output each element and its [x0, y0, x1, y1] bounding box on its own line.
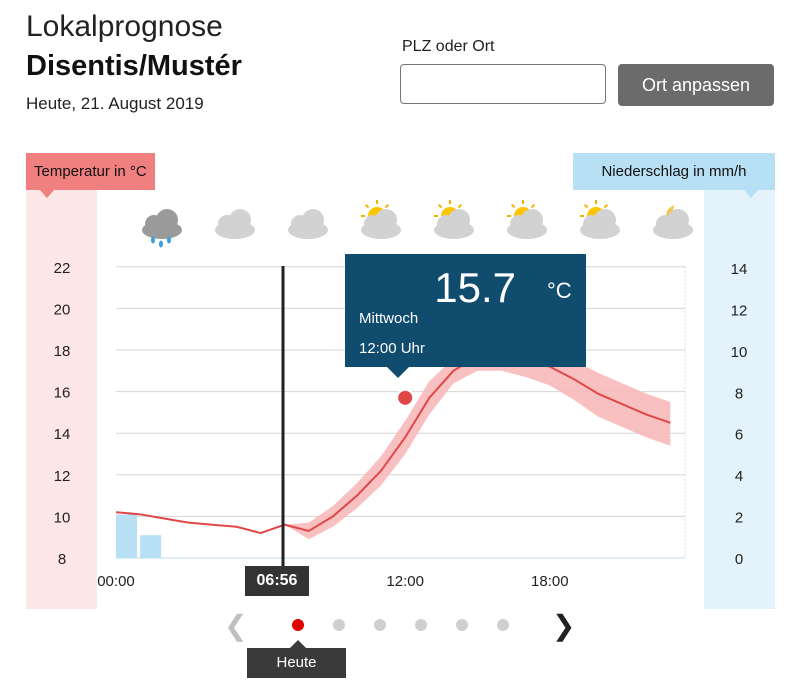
forecast-tooltip: 15.7 °C Mittwoch 12:00 Uhr	[345, 254, 586, 367]
temperature-axis-label: Temperatur in °C	[26, 153, 155, 190]
sun-cloud-icon	[580, 200, 620, 239]
tooltip-pointer	[386, 366, 410, 378]
tooltip-unit: °C	[547, 278, 572, 303]
tooltip-temperature: 15.7	[434, 264, 516, 311]
pager-dot-active[interactable]	[292, 619, 304, 631]
cloud-puff	[156, 209, 178, 231]
location-name: Disentis/Mustér	[26, 50, 242, 82]
precipitation-tick-label: 4	[735, 468, 743, 485]
precipitation-tick-label: 14	[731, 261, 748, 278]
pager-dot[interactable]	[415, 619, 427, 631]
cloud-puff	[375, 209, 397, 231]
cloud-icon	[288, 209, 328, 239]
temperature-tick-label: 10	[54, 509, 71, 526]
forecast-date: Heute, 21. August 2019	[26, 94, 204, 113]
precipitation-axis-label: Niederschlag in mm/h	[573, 153, 775, 190]
pager-dot[interactable]	[497, 619, 509, 631]
change-location-button[interactable]: Ort anpassen	[618, 64, 774, 106]
location-search-input[interactable]	[400, 64, 606, 104]
temperature-tick-label: 20	[54, 301, 71, 318]
cloud-puff	[594, 209, 616, 231]
sun-ray	[603, 203, 609, 209]
sun-ray	[530, 203, 536, 209]
current-time-badge: 06:56	[245, 566, 309, 596]
time-tick-label: 12:00	[386, 573, 424, 590]
precipitation-tick-label: 6	[735, 427, 743, 444]
precipitation-tick-label: 8	[735, 385, 743, 402]
temperature-range-band	[116, 343, 671, 540]
sun-cloud-icon	[507, 200, 547, 239]
precipitation-tick-label: 12	[731, 302, 748, 319]
previous-day-button[interactable]: ❮	[224, 610, 248, 641]
pager-dot[interactable]	[456, 619, 468, 631]
temperature-tick-label: 8	[58, 551, 66, 568]
cloud-puff	[302, 209, 324, 231]
sun-ray	[437, 203, 443, 209]
temperature-axis-band	[26, 190, 97, 609]
precipitation-axis-band	[704, 190, 775, 609]
cloud-puff	[667, 209, 689, 231]
weather-icon-row	[142, 200, 693, 248]
tooltip-day: Mittwoch	[359, 310, 419, 327]
precipitation-bar	[140, 535, 162, 558]
cloud-puff	[229, 209, 251, 231]
highlight-point	[396, 388, 415, 407]
precipitation-tick-label: 10	[731, 344, 748, 361]
rain-drop	[159, 240, 163, 248]
precipitation-tick-label: 2	[735, 510, 743, 527]
sun-ray	[457, 203, 463, 209]
day-label-pointer	[290, 640, 306, 648]
sun-ray	[583, 203, 589, 209]
active-day-label: Heute	[247, 648, 346, 678]
tooltip-time: 12:00 Uhr	[359, 340, 425, 357]
precipitation-tick-label: 0	[735, 551, 743, 568]
temperature-label-pointer	[40, 190, 54, 198]
temperature-tick-label: 12	[54, 468, 71, 485]
page-title: Lokalprognose	[26, 10, 223, 43]
cloud-puff	[448, 209, 470, 231]
pager-dot[interactable]	[374, 619, 386, 631]
time-tick-label: 18:00	[531, 573, 569, 590]
search-label: PLZ oder Ort	[402, 38, 495, 55]
cloud-rain-icon	[142, 209, 182, 248]
rain-drop	[167, 236, 171, 244]
precipitation-label-pointer	[744, 190, 758, 198]
time-tick-label: 00:00	[97, 573, 135, 590]
rain-drop	[151, 236, 155, 244]
moon-cloud-icon	[653, 201, 693, 239]
sun-ray	[364, 203, 370, 209]
sun-cloud-icon	[361, 200, 401, 239]
sun-cloud-icon	[434, 200, 474, 239]
next-day-button[interactable]: ❯	[552, 610, 576, 641]
temperature-line	[115, 355, 671, 535]
cloud-puff	[521, 209, 543, 231]
sun-ray	[384, 203, 390, 209]
temperature-tick-label: 16	[54, 385, 71, 402]
temperature-tick-label: 14	[54, 426, 71, 443]
temperature-tick-label: 18	[54, 343, 71, 360]
precipitation-bar	[116, 514, 137, 558]
pager-dot[interactable]	[333, 619, 345, 631]
sun-ray	[510, 203, 516, 209]
temperature-tick-label: 22	[54, 260, 71, 277]
cloud-icon	[215, 209, 255, 239]
